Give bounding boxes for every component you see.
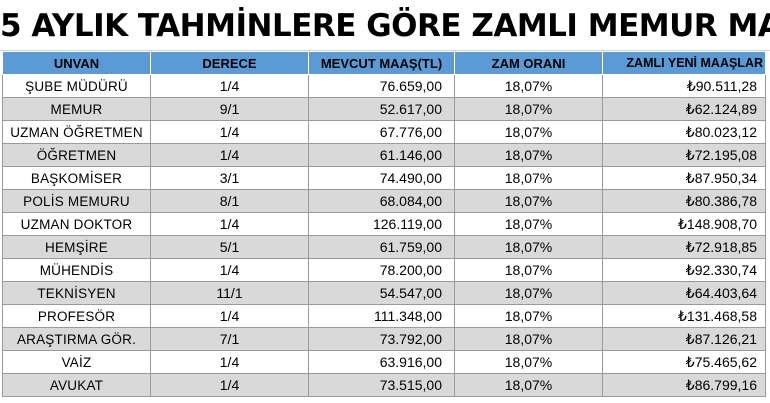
cell-unvan: BAŞKOMİSER [2,166,151,190]
cell-derece: 1/4 [150,258,309,282]
cell-unvan: UZMAN ÖĞRETMEN [2,120,151,144]
cell-zam-orani: 18,07% [454,327,603,351]
cell-mevcut-maas: 76.659,00 [308,74,455,98]
cell-mevcut-maas: 68.084,00 [308,189,455,213]
table-row: VAİZ 1/4 63.916,00 18,07% ₺75.465,62 [2,350,766,374]
cell-zamli-maas: ₺80.386,78 [602,189,766,213]
cell-mevcut-maas: 61.146,00 [308,143,455,167]
cell-derece: 9/1 [150,97,309,121]
table-row: HEMŞİRE 5/1 61.759,00 18,07% ₺72.918,85 [2,235,766,259]
cell-derece: 1/4 [150,143,309,167]
cell-zamli-maas: ₺72.918,85 [602,235,766,259]
cell-derece: 5/1 [150,235,309,259]
cell-zamli-maas: ₺64.403,64 [602,281,766,305]
cell-zam-orani: 18,07% [454,235,603,259]
table-row: PROFESÖR 1/4 111.348,00 18,07% ₺131.468,58 [2,304,766,328]
cell-mevcut-maas: 74.490,00 [308,166,455,190]
cell-zam-orani: 18,07% [454,281,603,305]
cell-mevcut-maas: 111.348,00 [308,304,455,328]
page-title: 5 AYLIK TAHMİNLERE GÖRE ZAMLI MEMUR MAAŞ… [0,0,770,51]
cell-zam-orani: 18,07% [454,350,603,374]
cell-zam-orani: 18,07% [454,97,603,121]
table-body: ŞUBE MÜDÜRÜ 1/4 76.659,00 18,07% ₺90.511,28 M… [2,74,766,397]
table-row: BAŞKOMİSER 3/1 74.490,00 18,07% ₺87.950,34 [2,166,766,190]
cell-unvan: HEMŞİRE [2,235,151,259]
table-row: UZMAN ÖĞRETMEN 1/4 67.776,00 18,07% ₺80.023,… [2,120,766,144]
cell-derece: 3/1 [150,166,309,190]
table-row: AVUKAT 1/4 73.515,00 18,07% ₺86.799,16 [2,373,766,397]
table-row: TEKNİSYEN 11/1 54.547,00 18,07% ₺64.403,64 [2,281,766,305]
cell-unvan: ŞUBE MÜDÜRÜ [2,74,151,98]
table-row: MÜHENDİS 1/4 78.200,00 18,07% ₺92.330,74 [2,258,766,282]
table-row: ÖĞRETMEN 1/4 61.146,00 18,07% ₺72.195,08 [2,143,766,167]
cell-mevcut-maas: 78.200,00 [308,258,455,282]
header-mevcut-maas: MEVCUT MAAŞ(TL) [308,51,455,75]
cell-mevcut-maas: 73.792,00 [308,327,455,351]
cell-unvan: UZMAN DOKTOR [2,212,151,236]
table-row: ARAŞTIRMA GÖR. 7/1 73.792,00 18,07% ₺87.126,… [2,327,766,351]
cell-zam-orani: 18,07% [454,304,603,328]
cell-zamli-maas: ₺87.126,21 [602,327,766,351]
cell-derece: 1/4 [150,120,309,144]
cell-mevcut-maas: 63.916,00 [308,350,455,374]
header-zamli-yeni-maaslar: ZAMLI YENİ MAAŞLAR [602,51,766,75]
cell-unvan: VAİZ [2,350,151,374]
cell-zamli-maas: ₺62.124,89 [602,97,766,121]
cell-mevcut-maas: 67.776,00 [308,120,455,144]
cell-derece: 8/1 [150,189,309,213]
cell-unvan: ARAŞTIRMA GÖR. [2,327,151,351]
cell-zamli-maas: ₺80.023,12 [602,120,766,144]
cell-zamli-maas: ₺90.511,28 [602,74,766,98]
cell-zamli-maas: ₺131.468,58 [602,304,766,328]
cell-zam-orani: 18,07% [454,166,603,190]
cell-mevcut-maas: 52.617,00 [308,97,455,121]
cell-mevcut-maas: 61.759,00 [308,235,455,259]
cell-unvan: TEKNİSYEN [2,281,151,305]
cell-zam-orani: 18,07% [454,120,603,144]
cell-unvan: PROFESÖR [2,304,151,328]
header-derece: DERECE [150,51,309,75]
table-row: POLİS MEMURU 8/1 68.084,00 18,07% ₺80.386,78 [2,189,766,213]
cell-zam-orani: 18,07% [454,143,603,167]
cell-unvan: MEMUR [2,97,151,121]
cell-zam-orani: 18,07% [454,212,603,236]
cell-derece: 1/4 [150,74,309,98]
cell-derece: 1/4 [150,373,309,397]
table-row: MEMUR 9/1 52.617,00 18,07% ₺62.124,89 [2,97,766,121]
cell-unvan: MÜHENDİS [2,258,151,282]
cell-zam-orani: 18,07% [454,189,603,213]
table-row: UZMAN DOKTOR 1/4 126.119,00 18,07% ₺148.908,… [2,212,766,236]
cell-derece: 1/4 [150,350,309,374]
cell-zamli-maas: ₺92.330,74 [602,258,766,282]
cell-mevcut-maas: 73.515,00 [308,373,455,397]
cell-derece: 1/4 [150,212,309,236]
cell-derece: 11/1 [150,281,309,305]
table-row: ŞUBE MÜDÜRÜ 1/4 76.659,00 18,07% ₺90.511,28 [2,74,766,98]
cell-zamli-maas: ₺86.799,16 [602,373,766,397]
cell-unvan: AVUKAT [2,373,151,397]
cell-derece: 1/4 [150,304,309,328]
header-row: UNVAN DERECE MEVCUT MAAŞ(TL) ZAM ORANI Z… [2,51,766,75]
cell-unvan: ÖĞRETMEN [2,143,151,167]
cell-mevcut-maas: 126.119,00 [308,212,455,236]
cell-zam-orani: 18,07% [454,258,603,282]
cell-zamli-maas: ₺75.465,62 [602,350,766,374]
cell-zamli-maas: ₺87.950,34 [602,166,766,190]
cell-mevcut-maas: 54.547,00 [308,281,455,305]
table-header: UNVAN DERECE MEVCUT MAAŞ(TL) ZAM ORANI Z… [2,51,766,75]
salary-table: UNVAN DERECE MEVCUT MAAŞ(TL) ZAM ORANI Z… [2,51,766,397]
cell-zam-orani: 18,07% [454,74,603,98]
cell-unvan: POLİS MEMURU [2,189,151,213]
cell-zam-orani: 18,07% [454,373,603,397]
header-zam-orani: ZAM ORANI [454,51,603,75]
cell-derece: 7/1 [150,327,309,351]
header-unvan: UNVAN [2,51,151,75]
cell-zamli-maas: ₺148.908,70 [602,212,766,236]
cell-zamli-maas: ₺72.195,08 [602,143,766,167]
